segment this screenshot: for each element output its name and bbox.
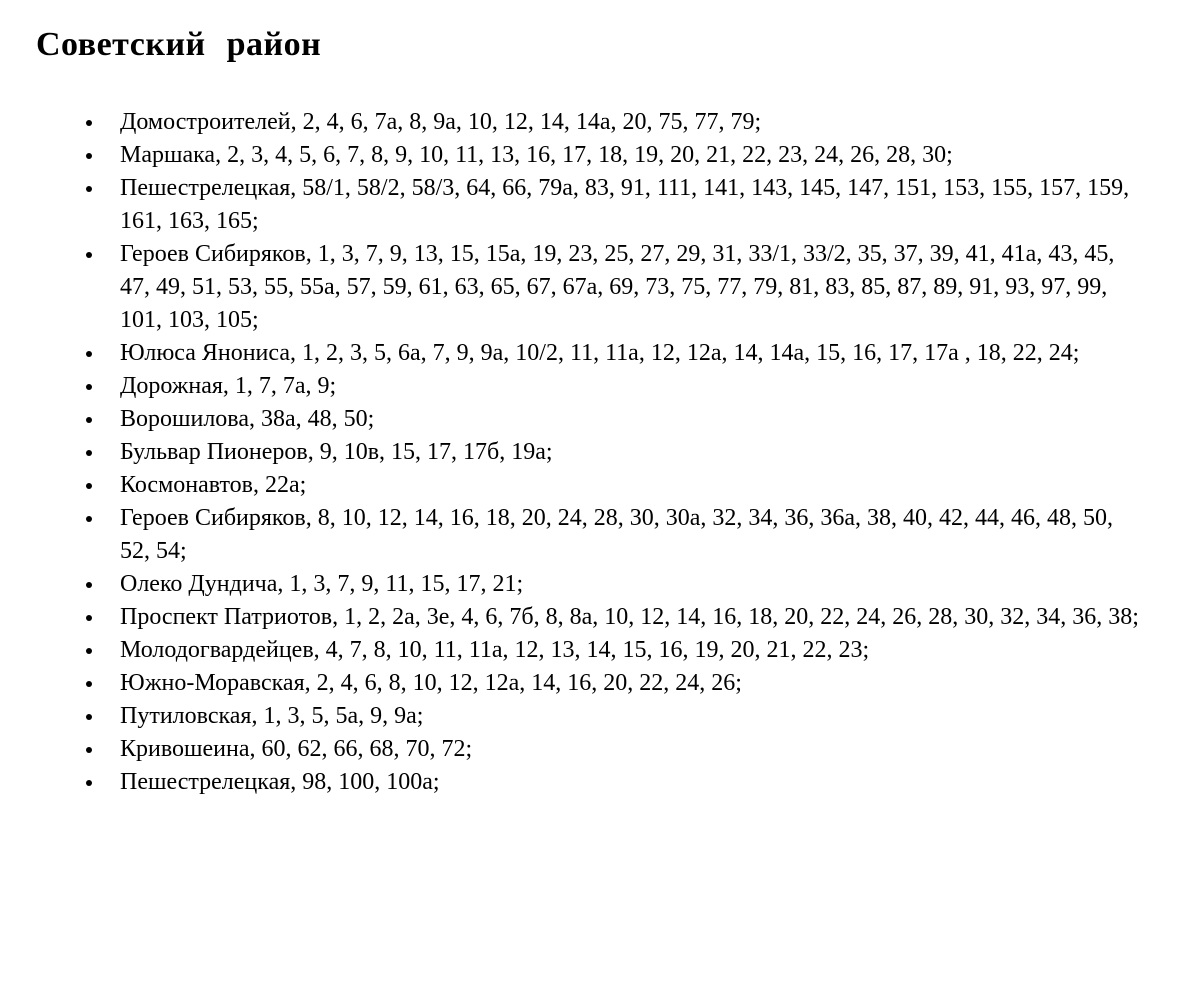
bullet-icon	[86, 681, 92, 687]
bullet-icon	[86, 582, 92, 588]
bullet-icon	[86, 384, 92, 390]
list-item-text: Бульвар Пионеров, 9, 10в, 15, 17, 17б, 1…	[120, 439, 553, 465]
bullet-icon	[86, 780, 92, 786]
bullet-icon	[86, 483, 92, 489]
list-item: Домостроителей, 2, 4, 6, 7а, 8, 9а, 10, …	[86, 106, 1144, 139]
list-item: Пешестрелецкая, 98, 100, 100а;	[86, 766, 1144, 799]
list-item-text: Космонавтов, 22а;	[120, 472, 307, 498]
list-item-text: Кривошеина, 60, 62, 66, 68, 70, 72;	[120, 736, 473, 762]
bullet-icon	[86, 417, 92, 423]
list-item: Пешестрелецкая, 58/1, 58/2, 58/3, 64, 66…	[86, 172, 1144, 238]
list-item-text: Героев Сибиряков, 1, 3, 7, 9, 13, 15, 15…	[120, 241, 1115, 333]
document-page: Советский район Домостроителей, 2, 4, 6,…	[0, 26, 1200, 985]
list-item-text: Олеко Дундича, 1, 3, 7, 9, 11, 15, 17, 2…	[120, 571, 524, 597]
bullet-icon	[86, 120, 92, 126]
bullet-icon	[86, 186, 92, 192]
list-item: Путиловская, 1, 3, 5, 5а, 9, 9а;	[86, 700, 1144, 733]
list-item-text: Проспект Патриотов, 1, 2, 2а, 3е, 4, 6, …	[120, 604, 1139, 630]
bullet-icon	[86, 516, 92, 522]
list-item: Бульвар Пионеров, 9, 10в, 15, 17, 17б, 1…	[86, 436, 1144, 469]
list-item: Кривошеина, 60, 62, 66, 68, 70, 72;	[86, 733, 1144, 766]
list-item-text: Героев Сибиряков, 8, 10, 12, 14, 16, 18,…	[120, 505, 1113, 564]
list-item-text: Домостроителей, 2, 4, 6, 7а, 8, 9а, 10, …	[120, 109, 762, 135]
bullet-icon	[86, 153, 92, 159]
list-item: Ворошилова, 38а, 48, 50;	[86, 403, 1144, 436]
street-list: Домостроителей, 2, 4, 6, 7а, 8, 9а, 10, …	[0, 106, 1200, 799]
bullet-icon	[86, 252, 92, 258]
list-item: Юлюса Янониса, 1, 2, 3, 5, 6а, 7, 9, 9а,…	[86, 337, 1144, 370]
list-item: Молодогвардейцев, 4, 7, 8, 10, 11, 11а, …	[86, 634, 1144, 667]
bullet-icon	[86, 615, 92, 621]
bullet-icon	[86, 450, 92, 456]
list-item-text: Юлюса Янониса, 1, 2, 3, 5, 6а, 7, 9, 9а,…	[120, 340, 1080, 366]
bullet-icon	[86, 648, 92, 654]
page-title: Советский район	[36, 26, 322, 63]
list-item: Дорожная, 1, 7, 7а, 9;	[86, 370, 1144, 403]
list-item-text: Путиловская, 1, 3, 5, 5а, 9, 9а;	[120, 703, 424, 729]
bullet-icon	[86, 747, 92, 753]
list-item: Героев Сибиряков, 1, 3, 7, 9, 13, 15, 15…	[86, 238, 1144, 337]
list-item: Олеко Дундича, 1, 3, 7, 9, 11, 15, 17, 2…	[86, 568, 1144, 601]
list-item-text: Маршака, 2, 3, 4, 5, 6, 7, 8, 9, 10, 11,…	[120, 142, 953, 168]
list-item-text: Ворошилова, 38а, 48, 50;	[120, 406, 375, 432]
list-item: Маршака, 2, 3, 4, 5, 6, 7, 8, 9, 10, 11,…	[86, 139, 1144, 172]
list-item-text: Дорожная, 1, 7, 7а, 9;	[120, 373, 337, 399]
bullet-icon	[86, 351, 92, 357]
list-item-text: Южно-Моравская, 2, 4, 6, 8, 10, 12, 12а,…	[120, 670, 742, 696]
list-item-text: Пешестрелецкая, 98, 100, 100а;	[120, 769, 440, 795]
list-item: Проспект Патриотов, 1, 2, 2а, 3е, 4, 6, …	[86, 601, 1144, 634]
list-item: Южно-Моравская, 2, 4, 6, 8, 10, 12, 12а,…	[86, 667, 1144, 700]
list-item: Космонавтов, 22а;	[86, 469, 1144, 502]
list-item: Героев Сибиряков, 8, 10, 12, 14, 16, 18,…	[86, 502, 1144, 568]
bullet-icon	[86, 714, 92, 720]
list-item-text: Пешестрелецкая, 58/1, 58/2, 58/3, 64, 66…	[120, 175, 1130, 234]
list-item-text: Молодогвардейцев, 4, 7, 8, 10, 11, 11а, …	[120, 637, 870, 663]
